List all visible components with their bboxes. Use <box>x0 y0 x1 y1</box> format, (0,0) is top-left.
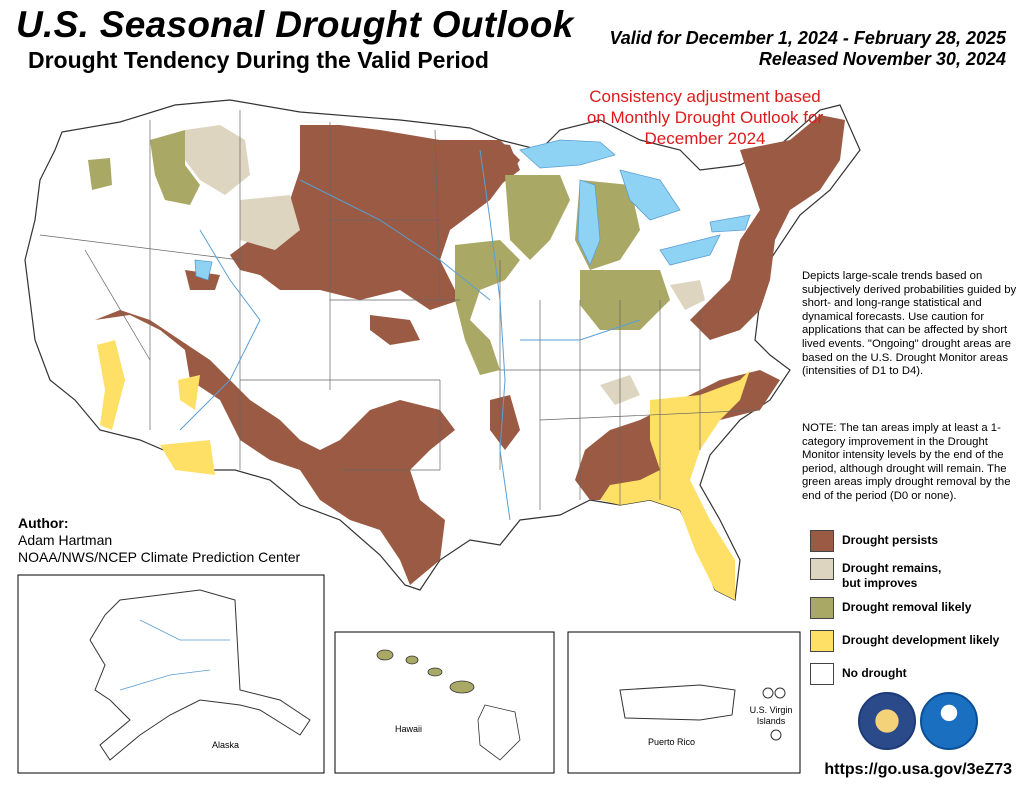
valid-line: Valid for December 1, 2024 - February 28… <box>609 28 1006 48</box>
page-subtitle: Drought Tendency During the Valid Period <box>28 47 489 73</box>
legend-item-improves: Drought remains, but improves <box>810 558 1024 591</box>
drought-removal-areas <box>88 130 670 375</box>
author-block: Author: Adam Hartman NOAA/NWS/NCEP Clima… <box>18 515 300 566</box>
consistency-note: Consistency adjustment based on Monthly … <box>586 87 824 148</box>
author-org: NOAA/NWS/NCEP Climate Prediction Center <box>18 549 301 565</box>
author-heading: Author: <box>18 515 69 531</box>
legend-item-development: Drought development likely <box>810 630 1024 652</box>
legend-label: Drought persists <box>842 533 939 547</box>
alaska-label: Alaska <box>212 740 240 750</box>
alaska-shape <box>89 589 311 761</box>
released-line: Released November 30, 2024 <box>758 49 1006 69</box>
legend-swatch-no-drought <box>810 663 834 685</box>
legend-label: Drought development likely <box>842 633 1000 647</box>
drought-improves-areas <box>185 125 705 405</box>
author-name: Adam Hartman <box>18 532 113 548</box>
page-title: U.S. Seasonal Drought Outlook <box>16 4 574 45</box>
legend-label: No drought <box>842 666 907 680</box>
valid-period: Valid for December 1, 2024 - February 28… <box>609 28 1006 70</box>
legend-item-persists: Drought persists <box>810 530 1024 552</box>
legend-swatch-removal <box>810 597 834 619</box>
state-borders <box>39 110 761 510</box>
legend-swatch-persists <box>810 530 834 552</box>
hawaii-inset-frame <box>334 631 555 774</box>
note-text: NOTE: The tan areas imply at least a 1-c… <box>802 422 1011 502</box>
legend-item-no-drought: No drought <box>810 663 1024 685</box>
virgin-islands-label: U.S. Virgin Islands <box>749 705 793 726</box>
legend-swatch-improves <box>810 558 834 580</box>
description-text: Depicts large-scale trends based on subj… <box>802 270 1017 378</box>
short-url-link[interactable]: https://go.usa.gov/3eZ73 <box>824 761 1012 778</box>
legend-label: Drought removal likely <box>842 600 972 614</box>
hawaii-islands <box>376 649 475 694</box>
drought-development-areas <box>97 340 750 600</box>
noaa-logo-icon <box>920 692 978 750</box>
rivers <box>179 149 641 521</box>
hawaii-label: Hawaii <box>395 724 423 734</box>
legend: Drought persists Drought remains, but im… <box>810 530 1024 685</box>
puerto-rico-shape <box>619 684 736 721</box>
puerto-rico-label: Puerto Rico <box>648 737 696 747</box>
legend-swatch-development <box>810 630 834 652</box>
great-lakes <box>194 139 751 281</box>
legend-label: Drought remains, but improves <box>842 561 942 590</box>
legend-item-removal: Drought removal likely <box>810 597 1024 619</box>
department-of-commerce-seal <box>858 692 916 750</box>
